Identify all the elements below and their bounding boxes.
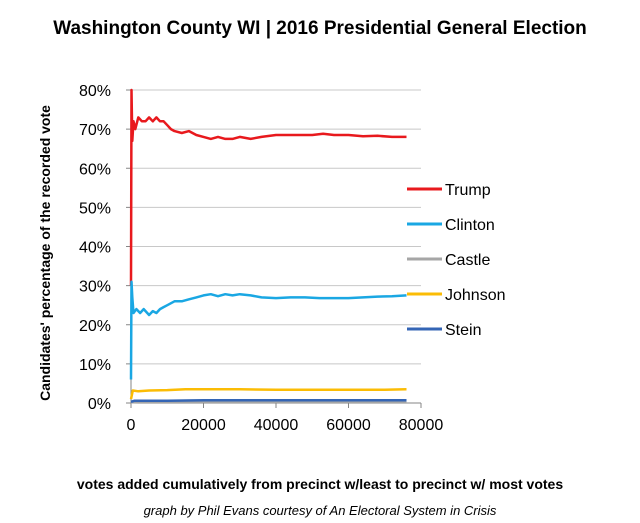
y-tick-label: 70%	[79, 122, 111, 139]
y-tick-label: 0%	[88, 396, 111, 413]
y-tick-label: 60%	[79, 161, 111, 178]
legend-label-stein: Stein	[445, 322, 481, 339]
legend: Trump Clinton Castle Johnson Stein	[407, 182, 506, 339]
series-line-trump	[129, 88, 407, 286]
series-line-johnson	[129, 388, 407, 400]
y-tick-label: 50%	[79, 200, 111, 217]
axes: 0% 10% 20% 30% 40% 50% 60% 70% 80% 0 20000 40000 600…	[79, 83, 443, 434]
legend-label-castle: Castle	[445, 252, 490, 269]
grid-lines	[131, 89, 421, 365]
x-axis-label: votes added cumulatively from precinct w…	[76, 476, 564, 492]
y-axis-label: Candidates' percentage of the recorded v…	[37, 105, 53, 401]
legend-label-clinton: Clinton	[445, 217, 495, 234]
chart-title: Washington County WI | 2016 Presidential…	[53, 18, 587, 39]
x-tick-label: 20000	[181, 417, 226, 434]
y-tick-label: 80%	[79, 83, 111, 100]
y-tick-label: 20%	[79, 318, 111, 335]
y-tick-label: 10%	[79, 357, 111, 374]
chart-credit: graph by Phil Evans courtesy of An Elect…	[143, 503, 497, 518]
x-tick-label: 40000	[254, 417, 299, 434]
x-tick-label: 0	[127, 417, 136, 434]
legend-label-johnson: Johnson	[445, 287, 506, 304]
series-lines	[129, 88, 407, 404]
series-line-clinton	[129, 280, 407, 380]
series-line-stein	[130, 399, 407, 403]
y-tick-label: 40%	[79, 240, 111, 257]
y-tick-label: 30%	[79, 279, 111, 296]
x-tick-label: 60000	[326, 417, 371, 434]
x-tick-label: 80000	[399, 417, 444, 434]
legend-label-trump: Trump	[445, 182, 491, 199]
